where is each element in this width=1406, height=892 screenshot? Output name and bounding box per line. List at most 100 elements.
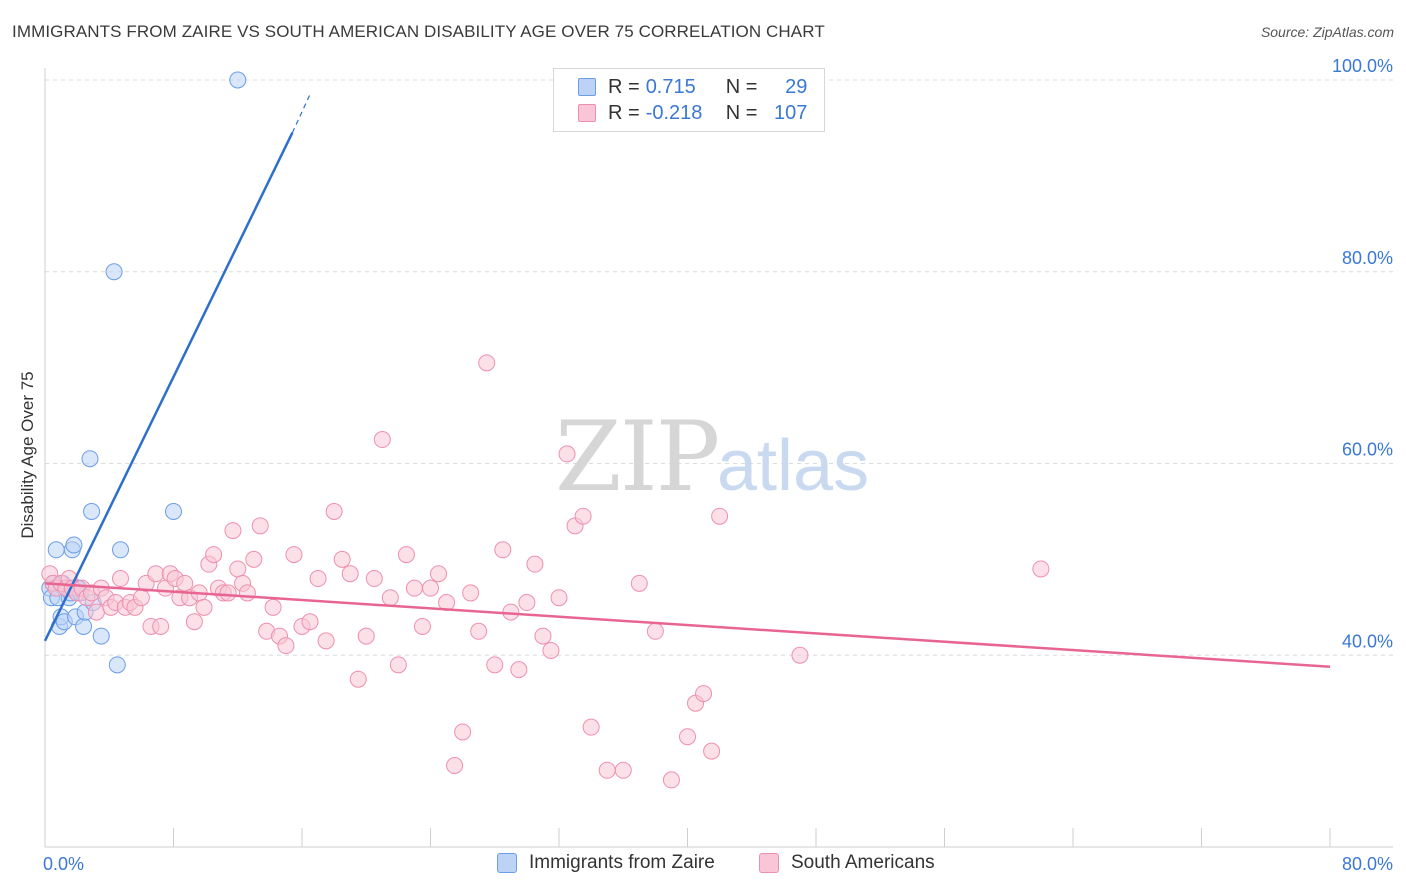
source-credit: Source: ZipAtlas.com xyxy=(1260,24,1394,40)
legend-label-zaire: Immigrants from Zaire xyxy=(529,852,715,873)
south-americans-point xyxy=(147,565,165,583)
south-americans-point xyxy=(470,622,488,640)
zaire-trend-line xyxy=(43,132,294,642)
south-americans-point xyxy=(405,579,423,597)
r-value: -0.218 xyxy=(645,101,703,124)
south-americans-point xyxy=(325,502,343,520)
south-americans-point xyxy=(574,507,592,525)
south-americans-point xyxy=(486,656,504,674)
zaire-point xyxy=(165,502,182,520)
south-americans-point xyxy=(195,598,213,616)
south-americans-point xyxy=(389,656,407,674)
south-americans-point xyxy=(111,570,129,588)
south-americans-point xyxy=(251,517,269,535)
tick-labels: 40.0% 60.0% 80.0% 100.0% 0.0% 80.0% xyxy=(43,56,1393,874)
south-americans-point xyxy=(87,603,105,621)
south-americans-point xyxy=(152,617,170,635)
south-americans-point xyxy=(224,522,242,540)
south-americans-point xyxy=(518,594,536,612)
south-americans-point xyxy=(373,431,391,449)
south-americans-trend-line xyxy=(44,582,1331,669)
chart-title: IMMIGRANTS FROM ZAIRE VS SOUTH AMERICAN … xyxy=(12,22,825,41)
south-americans-point xyxy=(550,589,568,607)
zaire-point xyxy=(111,541,129,559)
south-americans-point xyxy=(446,757,464,775)
zaire-point xyxy=(75,617,93,635)
y-tick-label: 60.0% xyxy=(1342,440,1393,460)
south-americans-point xyxy=(245,550,263,568)
south-americans-point xyxy=(333,550,351,568)
south-americans-point xyxy=(176,574,194,592)
south-americans-point xyxy=(791,646,809,664)
south-americans-point xyxy=(238,584,256,602)
zaire-point xyxy=(92,627,110,645)
south-americans-point xyxy=(185,613,203,631)
n-label: N = xyxy=(725,101,758,124)
zaire-point xyxy=(229,71,247,89)
axes xyxy=(44,68,1393,848)
zaire-trend-extension xyxy=(291,94,311,133)
r-value: 0.715 xyxy=(645,75,696,98)
stats-box: R = 0.715 N = 29 R = -0.218 N = 107 xyxy=(553,68,825,132)
zaire-point xyxy=(108,656,126,674)
south-americans-point xyxy=(365,570,383,588)
south-americans-point xyxy=(285,546,303,564)
data-points xyxy=(41,71,1050,789)
south-americans-point xyxy=(381,589,399,607)
legend-item-zaire[interactable]: Immigrants from Zaire xyxy=(497,852,715,874)
south-americans-point xyxy=(695,685,713,703)
stats-row-zaire: R = 0.715 N = 29 xyxy=(578,75,807,99)
legend-swatch-zaire xyxy=(497,853,517,873)
south-americans-point xyxy=(397,546,415,564)
trend-lines xyxy=(43,94,1331,669)
y-tick-label: 100.0% xyxy=(1332,56,1393,76)
x-tick-label-max: 80.0% xyxy=(1342,854,1393,874)
south-americans-point xyxy=(711,507,729,525)
south-americans-point xyxy=(413,617,431,635)
grid-lines xyxy=(45,79,1395,656)
watermark-atlas: atlas xyxy=(717,426,869,506)
y-tick-label: 40.0% xyxy=(1342,631,1393,651)
south-americans-swatch xyxy=(578,104,596,122)
south-americans-point xyxy=(229,560,247,578)
legend-label-south-americans: South Americans xyxy=(791,852,935,873)
zaire-point xyxy=(105,263,123,281)
south-americans-point xyxy=(357,627,375,645)
n-value: 29 xyxy=(785,75,808,98)
south-americans-point xyxy=(462,584,480,602)
south-americans-point xyxy=(317,632,335,650)
zaire-swatch xyxy=(578,78,596,96)
south-americans-point xyxy=(349,670,367,688)
south-americans-point xyxy=(494,541,512,559)
zaire-point xyxy=(81,450,99,468)
zaire-point xyxy=(83,502,101,520)
south-americans-point xyxy=(582,718,600,736)
south-americans-point xyxy=(301,613,319,631)
y-axis-label: Disability Age Over 75 xyxy=(18,371,37,539)
y-tick-label: 80.0% xyxy=(1342,248,1393,268)
x-tick-label-min: 0.0% xyxy=(43,854,84,874)
legend-item-south-americans[interactable]: South Americans xyxy=(759,852,935,874)
south-americans-point xyxy=(422,579,439,597)
zaire-point xyxy=(65,536,83,554)
south-americans-point xyxy=(703,742,721,760)
zaire-point xyxy=(47,541,65,559)
watermark-zip: ZIP xyxy=(555,401,718,513)
r-label: R = xyxy=(608,75,640,98)
legend-swatch-south-americans xyxy=(759,853,779,873)
south-americans-point xyxy=(430,565,448,583)
south-americans-point xyxy=(679,728,696,746)
south-americans-point xyxy=(264,598,282,616)
south-americans-point xyxy=(598,761,616,779)
south-americans-point xyxy=(309,570,327,588)
south-americans-point xyxy=(454,723,472,741)
south-americans-point xyxy=(614,761,632,779)
r-label: R = xyxy=(608,101,640,124)
n-value: 107 xyxy=(774,101,808,124)
south-americans-point xyxy=(526,555,544,573)
south-americans-point xyxy=(132,589,150,607)
south-americans-point xyxy=(534,627,552,645)
south-americans-point xyxy=(219,584,237,602)
south-americans-point xyxy=(277,637,295,655)
